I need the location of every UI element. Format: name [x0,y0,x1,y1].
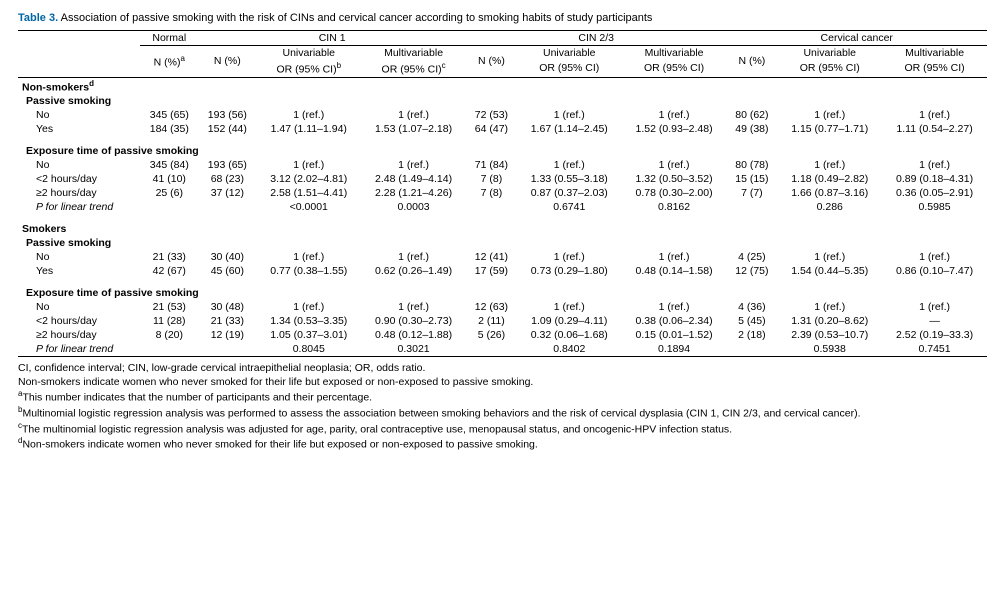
col-cc-n: N (%) [726,46,777,78]
subhead-ns-passive: Passive smoking [18,94,987,108]
col-cin1-n: N (%) [198,46,256,78]
footnote-d: dNon-smokers indicate women who never sm… [18,436,987,452]
subhead-sm-exptime: Exposure time of passive smoking [18,286,987,300]
col-cc: Cervical cancer [726,31,987,46]
footnote-a: aThis number indicates that the number o… [18,389,987,405]
table-number: Table 3. [18,12,58,24]
col-cin23-mul-ci: OR (95% CI) [622,60,727,77]
col-cc-mul: Multivariable [882,46,987,61]
col-normal: Normal [140,31,198,46]
table-row: No345 (65)193 (56)1 (ref.)1 (ref.)72 (53… [18,108,987,122]
col-cin23-mul: Multivariable [622,46,727,61]
table-row: Yes42 (67)45 (60)0.77 (0.38–1.55)0.62 (0… [18,264,987,278]
table-row: Yes184 (35)152 (44)1.47 (1.11–1.94)1.53 … [18,122,987,136]
footnotes: CI, confidence interval; CIN, low-grade … [18,361,987,452]
table-row: ≥2 hours/day8 (20)12 (19)1.05 (0.37–3.01… [18,328,987,342]
col-cin1-mul-ci: OR (95% CI)c [361,60,466,77]
section-nonsmokers: Non-smokersd [18,77,987,94]
col-cc-uni: Univariable [777,46,882,61]
table-row: No21 (33)30 (40)1 (ref.)1 (ref.)12 (41)1… [18,250,987,264]
col-cin23-uni-ci: OR (95% CI) [517,60,622,77]
subhead-ns-exptime: Exposure time of passive smoking [18,144,987,158]
footnote-b: bMultinomial logistic regression analysi… [18,405,987,421]
table-row: ≥2 hours/day25 (6)37 (12)2.58 (1.51–4.41… [18,186,987,200]
footnote-c: cThe multinomial logistic regression ana… [18,421,987,437]
table-title: Table 3. Association of passive smoking … [18,12,987,24]
col-cin1-uni: Univariable [256,46,361,61]
table-row: No21 (53)30 (48)1 (ref.)1 (ref.)12 (63)1… [18,300,987,314]
col-cin23-uni: Univariable [517,46,622,61]
col-cin1-mul: Multivariable [361,46,466,61]
table-row: <2 hours/day41 (10)68 (23)3.12 (2.02–4.8… [18,172,987,186]
col-cin23: CIN 2/3 [466,31,726,46]
col-cin1: CIN 1 [198,31,466,46]
table-row: P for linear trend<0.00010.00030.67410.8… [18,200,987,214]
table-row: No345 (84)193 (65)1 (ref.)1 (ref.)71 (84… [18,158,987,172]
table-row: P for linear trend0.80450.30210.84020.18… [18,342,987,357]
table-row: <2 hours/day11 (28)21 (33)1.34 (0.53–3.3… [18,314,987,328]
col-cc-mul-ci: OR (95% CI) [882,60,987,77]
col-cin1-uni-ci: OR (95% CI)b [256,60,361,77]
col-cin23-n: N (%) [466,46,517,78]
section-smokers: Smokers [18,222,987,236]
table-header: Normal CIN 1 CIN 2/3 Cervical cancer N (… [18,31,987,78]
footnote-nonsmokers-def: Non-smokers indicate women who never smo… [18,375,987,389]
footnote-abbrev: CI, confidence interval; CIN, low-grade … [18,361,987,375]
subhead-sm-passive: Passive smoking [18,236,987,250]
results-table: Normal CIN 1 CIN 2/3 Cervical cancer N (… [18,30,987,357]
col-cc-uni-ci: OR (95% CI) [777,60,882,77]
col-normal-n: N (%)a [140,46,198,78]
table-caption: Association of passive smoking with the … [61,12,653,24]
